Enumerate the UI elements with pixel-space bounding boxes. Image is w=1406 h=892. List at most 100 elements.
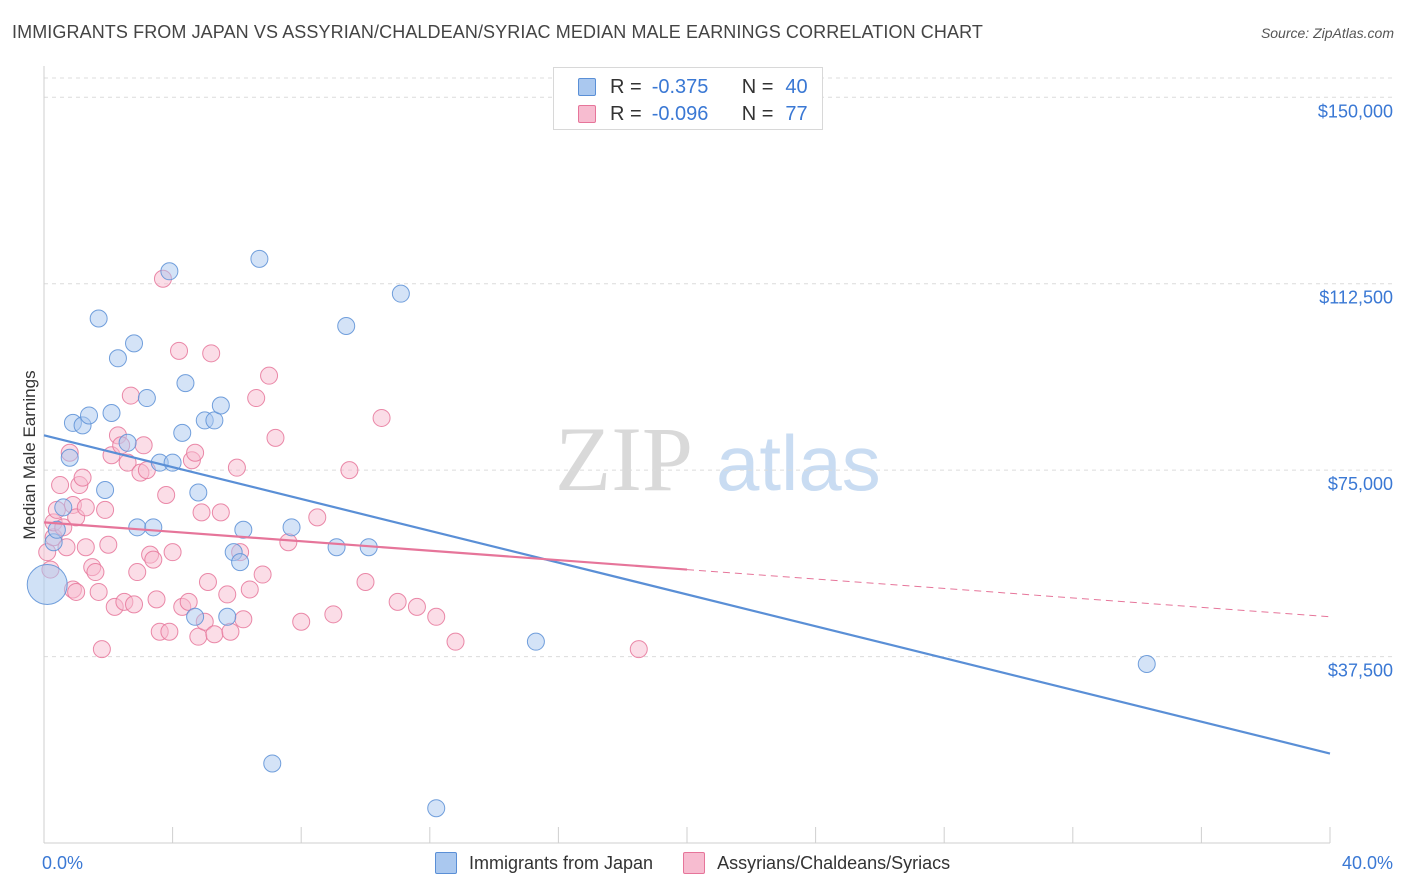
point-assyrian [76, 498, 95, 517]
point-assyrian [446, 632, 465, 651]
point-japan [427, 799, 446, 818]
point-japan [263, 754, 282, 773]
point-japan [26, 563, 68, 605]
watermark-zip: ZIP [555, 408, 693, 510]
point-assyrian [118, 453, 137, 472]
point-assyrian [266, 428, 285, 447]
point-assyrian [134, 436, 153, 455]
series-label-assyrian: Assyrians/Chaldeans/Syriacs [717, 852, 951, 873]
series-swatch-assyrian [683, 852, 706, 874]
point-assyrian [160, 622, 179, 641]
trend-line-japan [43, 434, 1331, 755]
point-japan [108, 349, 127, 368]
point-japan [96, 481, 115, 500]
point-japan [526, 632, 545, 651]
y-tick-label: $37,500 [1328, 661, 1393, 681]
point-assyrian [99, 535, 118, 554]
point-assyrian [147, 590, 166, 609]
point-japan [189, 483, 208, 502]
point-japan [234, 520, 253, 539]
point-japan [137, 389, 156, 408]
point-assyrian [388, 592, 407, 611]
point-assyrian [247, 389, 266, 408]
point-japan [128, 518, 147, 537]
watermark-atlas: atlas [716, 419, 881, 507]
point-assyrian [128, 563, 147, 582]
point-assyrian [73, 468, 92, 487]
point-assyrian [253, 565, 272, 584]
point-japan [176, 374, 195, 393]
point-japan [125, 334, 144, 353]
y-tick-label: $150,000 [1318, 101, 1393, 121]
point-assyrian [234, 610, 253, 629]
series-legend: Immigrants from Japan Assyrians/Chaldean… [435, 852, 980, 874]
y-axis-label: Median Male Earnings [20, 370, 39, 539]
point-japan [80, 406, 99, 425]
point-japan [250, 249, 269, 268]
point-japan [1137, 655, 1156, 674]
point-assyrian [260, 366, 279, 385]
source-label: Source: ZipAtlas.com [1260, 25, 1394, 41]
point-japan [54, 498, 73, 517]
legend-n-value: 77 [785, 102, 808, 125]
point-assyrian [227, 458, 246, 477]
legend-n-value: 40 [785, 75, 808, 98]
point-assyrian [157, 486, 176, 504]
y-tick-label: $112,500 [1319, 288, 1393, 308]
point-assyrian [67, 582, 86, 601]
point-japan [327, 538, 346, 557]
point-assyrian [340, 461, 359, 480]
point-assyrian [144, 550, 163, 569]
point-japan [186, 607, 205, 626]
legend-r-label: R = [610, 102, 642, 125]
point-japan [211, 396, 230, 415]
point-japan [160, 262, 179, 281]
point-japan [218, 607, 237, 626]
legend-swatch-japan [578, 78, 596, 96]
point-assyrian [218, 585, 237, 604]
point-assyrian [121, 386, 140, 405]
trend-line-assyrian-extension [686, 569, 1331, 618]
point-assyrian [86, 563, 105, 582]
point-assyrian [279, 533, 298, 552]
legend-row-assyrian: R = -0.096 N = 77 [578, 101, 808, 127]
point-japan [173, 423, 192, 442]
point-assyrian [89, 582, 108, 601]
point-assyrian [170, 341, 189, 360]
legend-n-label: N = [741, 75, 774, 98]
point-assyrian [76, 538, 95, 557]
point-assyrian [221, 622, 240, 641]
point-assyrian [163, 543, 182, 562]
legend-r-value: -0.375 [651, 75, 709, 98]
point-japan [282, 518, 301, 537]
point-assyrian [324, 605, 343, 624]
point-assyrian [372, 408, 391, 427]
y-tick-label: $75,000 [1328, 474, 1393, 494]
series-label-japan: Immigrants from Japan [469, 852, 654, 873]
point-japan [47, 520, 66, 539]
point-assyrian [202, 344, 221, 363]
point-japan [118, 433, 137, 452]
point-assyrian [96, 500, 115, 519]
point-japan [337, 316, 356, 335]
x-tick-label-min: 0.0% [42, 853, 83, 873]
x-tick-label-max: 40.0% [1342, 853, 1393, 873]
series-legend-assyrian: Assyrians/Chaldeans/Syriacs [683, 852, 950, 874]
chart-title: IMMIGRANTS FROM JAPAN VS ASSYRIAN/CHALDE… [12, 22, 983, 42]
legend-row-japan: R = -0.375 N = 40 [578, 74, 808, 100]
trend-line-assyrian [43, 521, 688, 571]
point-assyrian [407, 597, 426, 616]
point-assyrian [292, 612, 311, 631]
point-assyrian [198, 573, 217, 591]
point-assyrian [205, 625, 224, 644]
point-japan [102, 403, 121, 422]
point-assyrian [125, 595, 144, 614]
series-swatch-japan [435, 852, 457, 874]
point-assyrian [240, 580, 259, 599]
point-assyrian [179, 592, 198, 611]
point-assyrian [192, 503, 211, 522]
point-assyrian [92, 640, 111, 659]
point-japan [231, 553, 250, 572]
point-japan [60, 448, 79, 467]
